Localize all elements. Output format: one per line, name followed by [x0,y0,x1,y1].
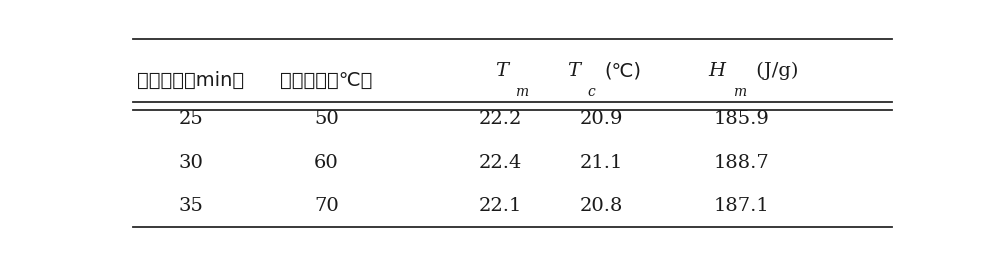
Text: H: H [709,62,726,80]
Text: 水浴温度（℃）: 水浴温度（℃） [280,70,373,90]
Text: 188.7: 188.7 [713,154,769,172]
Text: c: c [588,85,595,99]
Text: m: m [515,85,528,99]
Text: (J/g): (J/g) [750,62,799,80]
Text: (℃): (℃) [604,61,641,80]
Text: 22.2: 22.2 [479,110,523,129]
Text: 22.4: 22.4 [479,154,523,172]
Text: 70: 70 [314,197,339,215]
Text: 185.9: 185.9 [713,110,769,129]
Text: 21.1: 21.1 [580,154,623,172]
Text: 搞拌时间（min）: 搞拌时间（min） [137,70,244,90]
Text: 25: 25 [178,110,203,129]
Text: m: m [733,85,746,99]
Text: 20.8: 20.8 [580,197,623,215]
Text: 187.1: 187.1 [713,197,769,215]
Text: 35: 35 [178,197,203,215]
Text: 60: 60 [314,154,339,172]
Text: 20.9: 20.9 [580,110,623,129]
Text: 50: 50 [314,110,339,129]
Text: T: T [567,62,580,80]
Text: T: T [495,62,508,80]
Text: 30: 30 [178,154,203,172]
Text: 22.1: 22.1 [479,197,523,215]
